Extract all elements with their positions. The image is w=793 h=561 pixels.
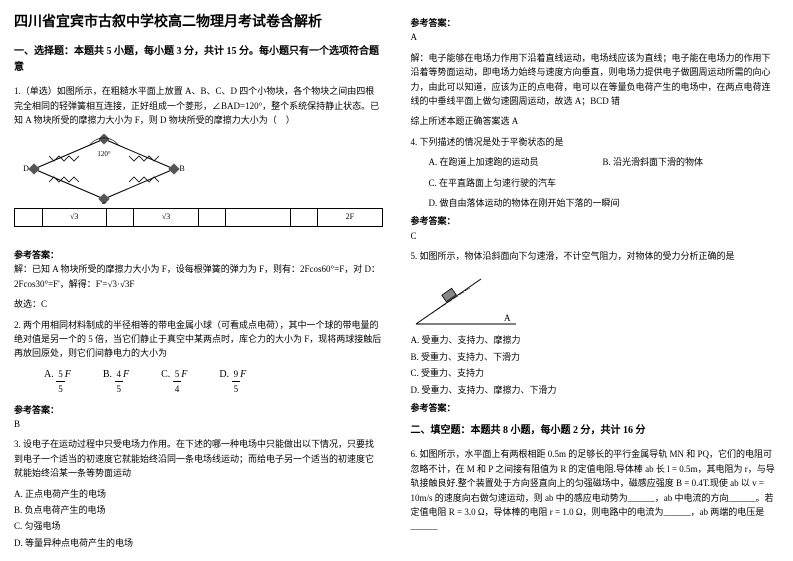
q2-text: 2. 两个用相同材料制成的半径相等的带电金属小球（可看成点电荷），其中一个球的带… (14, 318, 383, 361)
q5-opt-c: C. 受重力、支持力 (411, 366, 780, 380)
q4-answer: C (411, 229, 780, 243)
q3-solution: 解：电子能够在电场力作用下沿着直线运动，电场线应该为直线；电子能在电场力的作用下… (411, 51, 780, 109)
q2-opt-d: D. 95F (219, 367, 246, 397)
q3-options: A. 正点电荷产生的电场 B. 负点电荷产生的电场 C. 匀强电场 D. 等量异… (14, 487, 383, 551)
document-title: 四川省宜宾市古叙中学校高二物理月考试卷含解析 (14, 12, 383, 34)
opt-cell: √3 (134, 208, 198, 226)
vertex-c-label: C (101, 201, 106, 204)
angle-label: 120° (97, 150, 111, 158)
answer-label: 参考答案： (411, 401, 780, 415)
answer-label: 参考答案： (411, 214, 780, 228)
q4-opt-c: C. 在平直路面上匀速行驶的汽车 (429, 176, 579, 190)
q2-opt-c: C. 54F (161, 367, 187, 397)
q3-opt-a: A. 正点电荷产生的电场 (14, 487, 383, 501)
q1-text: 1.（单选）如图所示，在粗糙水平面上放置 A、B、C、D 四个小物块，各个物块之… (14, 84, 383, 127)
q3-summary: 综上所述本题正确答案选 A (411, 114, 780, 128)
q3-opt-d: D. 等量异种点电荷产生的电场 (14, 536, 383, 550)
q3-answer: A (411, 30, 780, 44)
vertex-b-label: B (179, 164, 184, 173)
right-column: 参考答案： A 解：电子能够在电场力作用下沿着直线运动，电场线应该为直线；电子能… (397, 0, 793, 561)
q3-text: 3. 设电子在运动过程中只受电场力作用。在下述的哪一种电场中只能做出以下情况，只… (14, 437, 383, 480)
opt-cell: 2F (318, 208, 382, 226)
q2-options: A. 55F B. 45F C. 54F D. 95F (44, 367, 383, 397)
q4-text: 4. 下列描述的情况是处于平衡状态的是 (411, 135, 780, 149)
q5-text: 5. 如图所示，物体沿斜面向下匀速滑，不计空气阻力，对物体的受力分析正确的是 (411, 249, 780, 263)
answer-label: 参考答案： (411, 16, 780, 30)
q5-options: A. 受重力、支持力、摩擦力 B. 受重力、支持力、下滑力 C. 受重力、支持力… (411, 333, 780, 397)
left-column: 四川省宜宾市古叙中学校高二物理月考试卷含解析 一、选择题：本题共 5 小题，每小… (0, 0, 397, 561)
rhombus-diagram: A D B C 120° (14, 134, 194, 204)
q3-opt-b: B. 负点电荷产生的电场 (14, 503, 383, 517)
q4-opt-a: A. 在跑道上加速跑的运动员 (429, 155, 579, 169)
q3-opt-c: C. 匀强电场 (14, 519, 383, 533)
q4-opt-b: B. 沿光滑斜面下滑的物体 (603, 155, 753, 169)
q4-opt-d: D. 做自由落体运动的物体在刚开始下落的一瞬间 (429, 196, 620, 210)
q1-solution: 解：已知 A 物块所受的摩擦力大小为 F，设每根弹簧的弹力为 F，则有：2Fco… (14, 262, 383, 291)
answer-label: 参考答案： (14, 248, 383, 262)
incline-label-a: A (504, 313, 511, 323)
q5-opt-a: A. 受重力、支持力、摩擦力 (411, 333, 780, 347)
q5-opt-d: D. 受重力、支持力、摩擦力、下滑力 (411, 383, 780, 397)
q2-answer: B (14, 417, 383, 431)
q2-opt-a: A. 55F (44, 367, 71, 397)
section-1-heading: 一、选择题：本题共 5 小题，每小题 3 分，共计 15 分。每小题只有一个选项… (14, 44, 383, 76)
q1-choice: 故选：C (14, 297, 383, 311)
q1-options-table: √3 √3 2F (14, 208, 383, 245)
vertex-d-label: D (23, 164, 29, 173)
section-2-heading: 二、填空题：本题共 8 小题，每小题 2 分，共计 16 分 (411, 423, 780, 439)
q5-opt-b: B. 受重力、支持力、下滑力 (411, 350, 780, 364)
q2-opt-b: B. 45F (103, 367, 129, 397)
answer-label: 参考答案： (14, 403, 383, 417)
vertex-a-label: A (101, 134, 107, 136)
opt-cell: √3 (42, 208, 106, 226)
q6-text: 6. 如图所示，水平面上有两根相距 0.5m 的足够长的平行金属导轨 MN 和 … (411, 447, 780, 533)
q4-options: A. 在跑道上加速跑的运动员 B. 沿光滑斜面下滑的物体 C. 在平直路面上匀速… (429, 155, 780, 210)
incline-diagram: A (411, 269, 521, 329)
